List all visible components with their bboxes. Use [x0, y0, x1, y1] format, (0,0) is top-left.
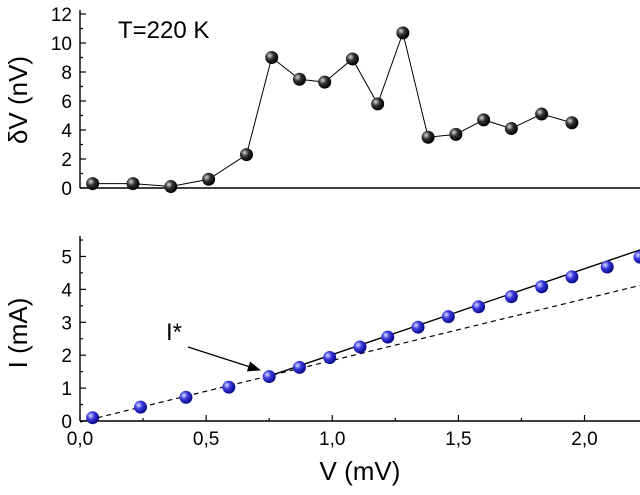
bottom-data-point [600, 260, 614, 274]
top-data-point [265, 51, 279, 64]
top-y-tick-label: 0 [61, 179, 72, 200]
bottom-data-point [86, 411, 100, 425]
bottom-panel: 0 1 2 3 4 5 0,0 0,5 1,0 1,5 2,0 I* I (mA) V (mV) [3, 236, 640, 486]
bottom-y-tick-label: 0 [61, 412, 72, 433]
top-data-point [504, 122, 518, 136]
bottom-fit-lines [79, 249, 640, 423]
bottom-y-tick-label: 3 [61, 313, 72, 334]
top-y-ticks: 0 2 4 6 8 10 12 [51, 5, 86, 200]
top-data-point [371, 97, 385, 111]
bottom-data-point [323, 350, 337, 364]
bottom-x-ticks: 0,0 0,5 1,0 1,5 2,0 [67, 415, 598, 450]
critical-current-label: I* [166, 319, 182, 346]
top-data-point [164, 180, 178, 194]
bottom-data-point [633, 250, 640, 264]
critical-current-arrow [187, 346, 261, 372]
top-series [86, 26, 579, 194]
bottom-y-tick-label: 2 [61, 346, 72, 367]
bottom-data-point [262, 370, 276, 384]
top-data-point [421, 130, 435, 144]
top-data-point [396, 26, 410, 40]
top-panel: 0 2 4 6 8 10 12 T=220 K δV (nV) [3, 5, 640, 200]
bottom-y-tick-label: 5 [61, 247, 72, 268]
top-data-point [477, 113, 491, 127]
top-data-point [565, 116, 579, 130]
top-y-tick-label: 2 [61, 150, 72, 171]
bottom-data-point [292, 360, 306, 374]
top-y-tick-label: 6 [61, 92, 72, 113]
top-data-point [449, 127, 463, 141]
bottom-series [86, 250, 640, 425]
bottom-x-tick-label: 0,0 [67, 429, 93, 450]
linear-fit-dashed-line [79, 284, 640, 423]
top-data-point [86, 177, 100, 191]
bottom-x-tick-label: 2,0 [571, 429, 597, 450]
bottom-y-ticks: 0 1 2 3 4 5 [61, 239, 86, 433]
bottom-data-point [535, 280, 549, 294]
temperature-annotation: T=220 K [118, 17, 209, 44]
top-data-point [202, 172, 216, 186]
top-series-line [92, 31, 573, 188]
bottom-data-point [504, 290, 518, 304]
top-data-point [126, 177, 140, 191]
bottom-data-point [134, 400, 148, 414]
bottom-data-point [381, 330, 395, 344]
top-y-axis-title: δV (nV) [3, 56, 33, 144]
top-y-tick-label: 4 [61, 121, 72, 142]
top-y-tick-label: 10 [51, 34, 72, 55]
bottom-data-point [179, 390, 193, 404]
top-data-point [318, 75, 332, 89]
x-axis-title: V (mV) [320, 456, 401, 486]
top-data-point [292, 72, 306, 86]
top-data-point [345, 52, 359, 66]
bottom-data-point [411, 320, 425, 334]
bottom-data-point [441, 310, 455, 324]
bottom-x-tick-label: 0,5 [193, 429, 219, 450]
bottom-y-tick-label: 1 [61, 379, 72, 400]
bottom-x-tick-label: 1,5 [445, 429, 471, 450]
bottom-y-axis-title: I (mA) [3, 298, 33, 369]
top-y-tick-label: 8 [61, 63, 72, 84]
bottom-data-point [472, 300, 486, 314]
bottom-y-tick-label: 4 [61, 280, 72, 301]
top-data-point [239, 148, 253, 162]
top-data-point [535, 107, 549, 121]
critical-current-annotation: I* [166, 319, 261, 372]
bottom-data-point [353, 340, 367, 354]
bottom-axes [79, 236, 640, 422]
bottom-x-tick-label: 1,0 [319, 429, 345, 450]
top-y-tick-label: 12 [51, 5, 72, 26]
bottom-data-point [565, 270, 579, 284]
bottom-data-point [222, 380, 236, 394]
